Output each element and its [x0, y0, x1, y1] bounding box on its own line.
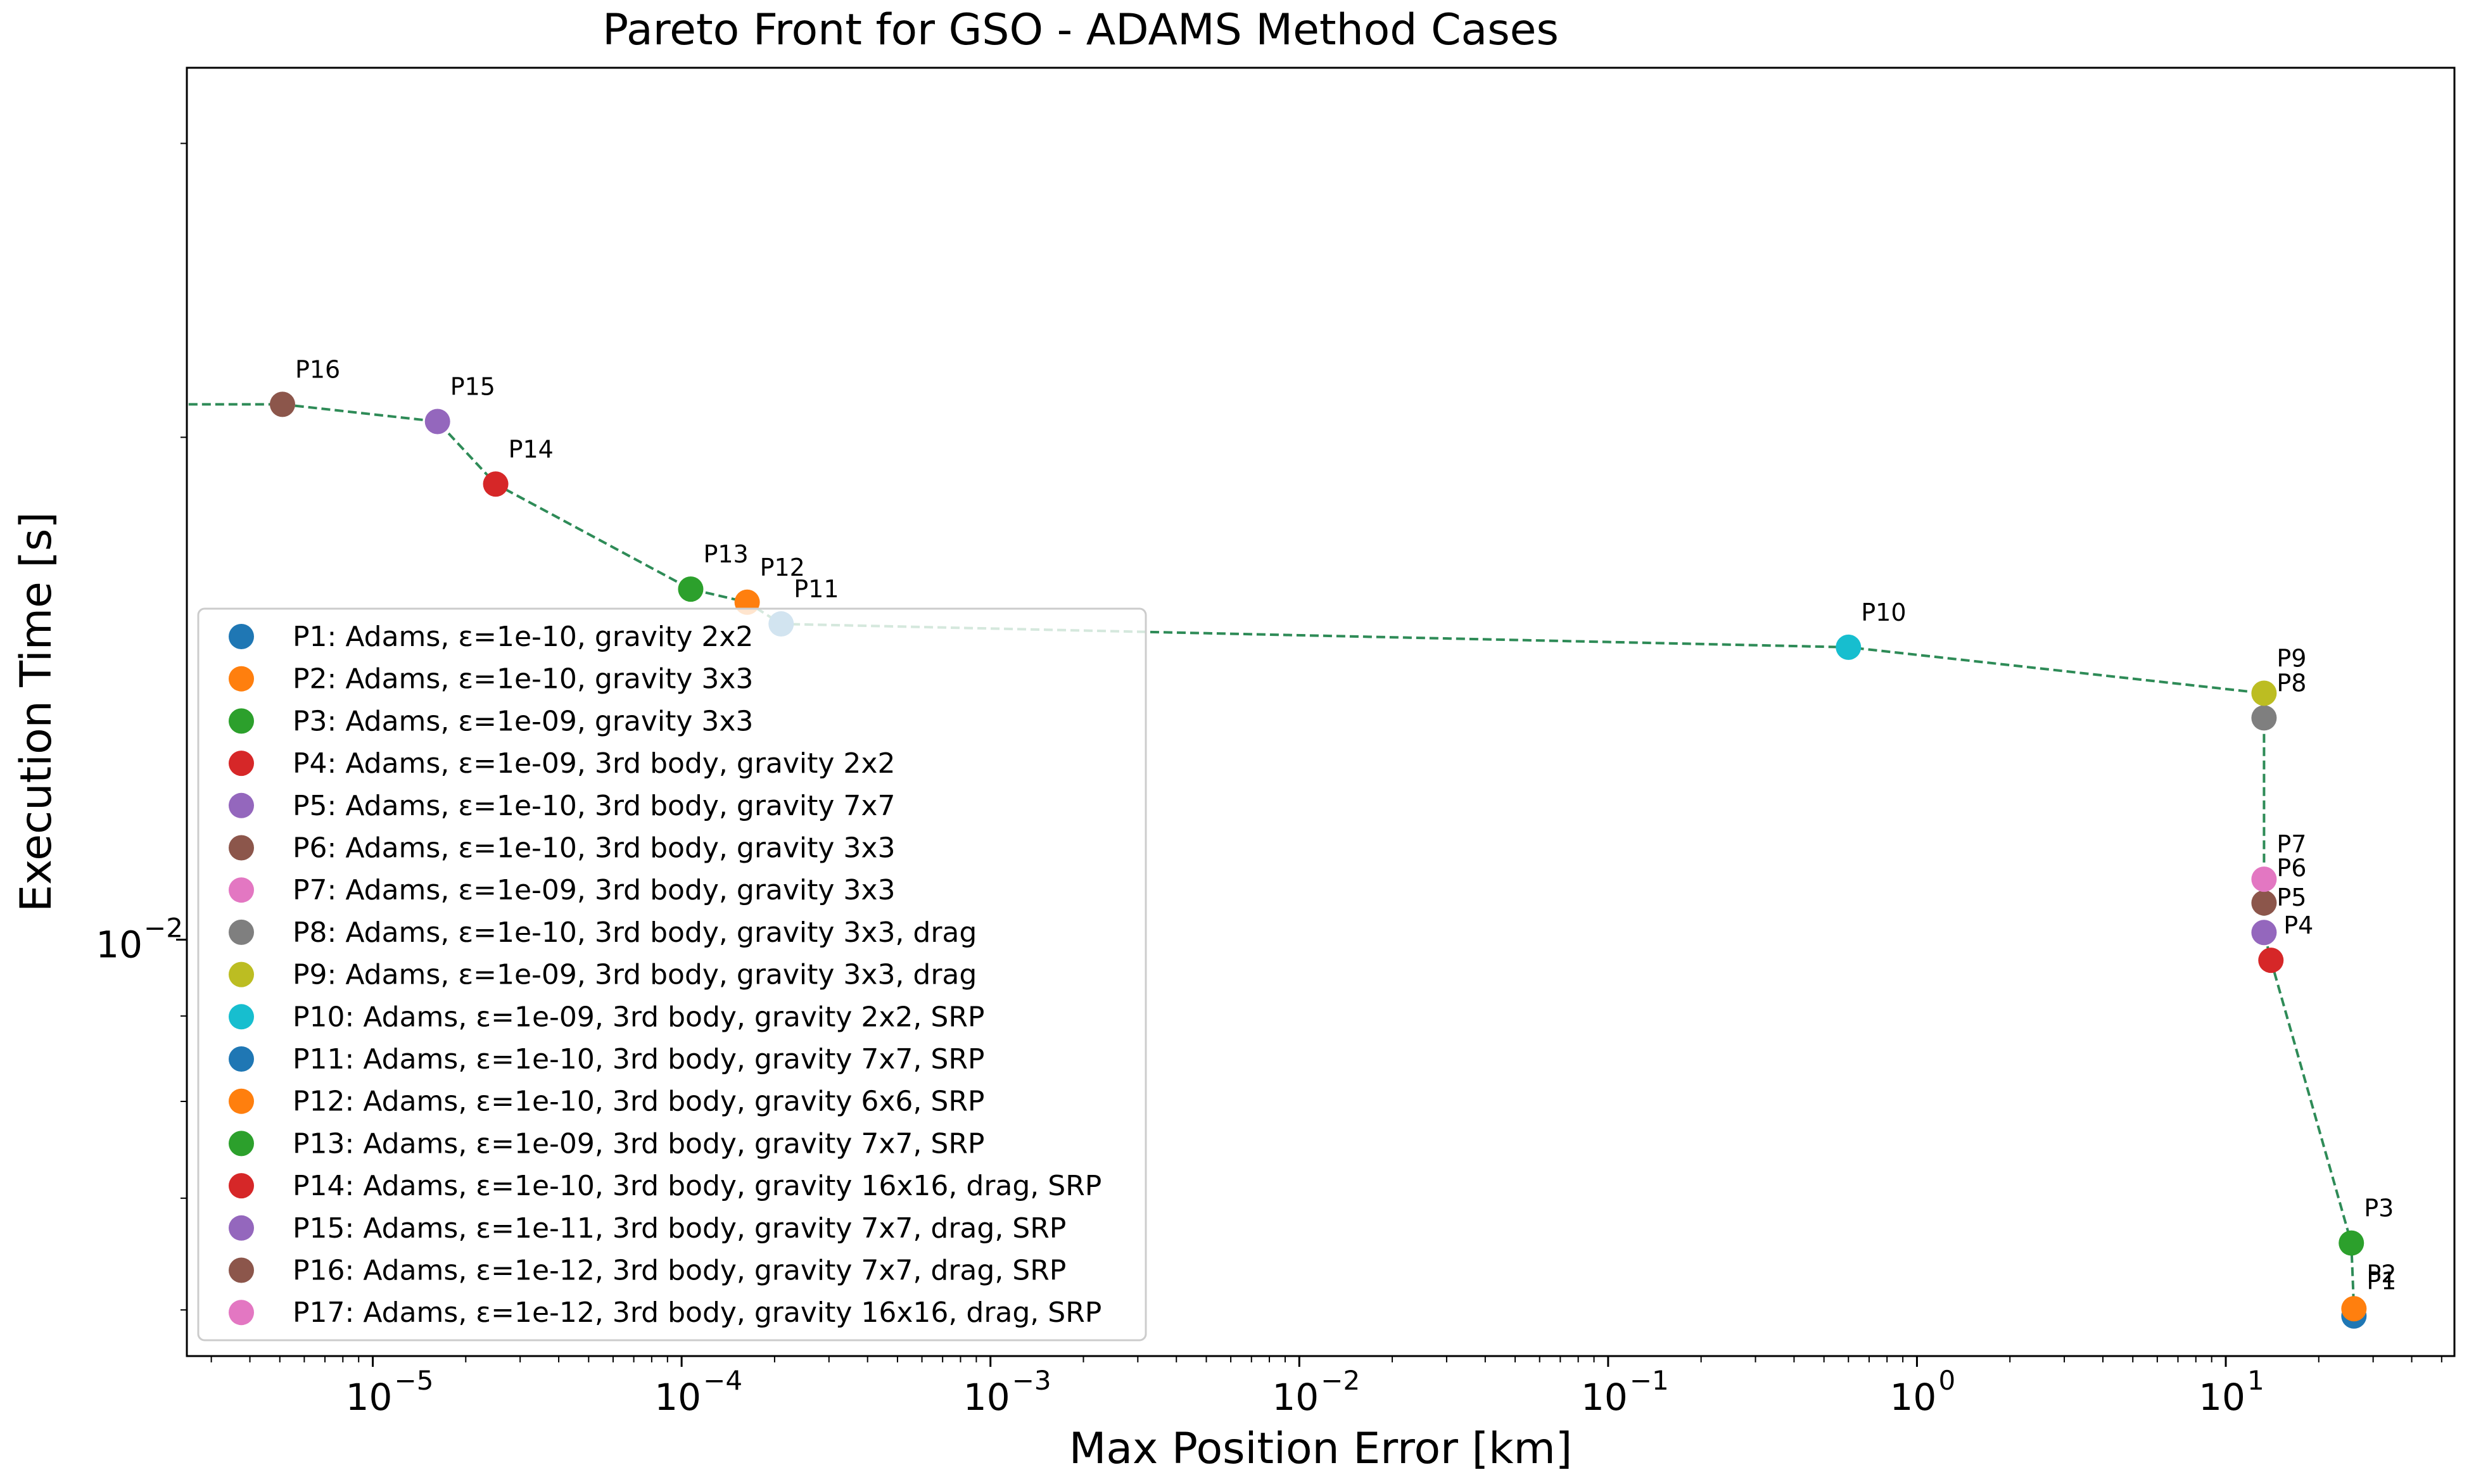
legend-entry: P17: Adams, ε=1e-12, 3rd body, gravity 1…	[293, 1297, 1101, 1329]
legend-marker	[229, 792, 254, 818]
legend-marker	[229, 1300, 254, 1326]
x-tick-exponent: −4	[703, 1365, 742, 1396]
point-label-p15: P15	[450, 373, 495, 401]
point-label-p11: P11	[794, 575, 839, 603]
legend-entry: P12: Adams, ε=1e-10, 3rd body, gravity 6…	[293, 1086, 984, 1118]
legend-entry: P3: Adams, ε=1e-09, gravity 3x3	[293, 705, 753, 737]
legend-entry: P2: Adams, ε=1e-10, gravity 3x3	[293, 663, 753, 695]
legend-marker	[229, 877, 254, 903]
point-label-p6: P6	[2276, 854, 2306, 882]
x-tick-exponent: 0	[1938, 1365, 1955, 1396]
x-tick-label: 10	[1581, 1376, 1628, 1419]
point-label-p1: P1	[2366, 1267, 2396, 1295]
point-p8	[2251, 705, 2277, 731]
legend-marker	[229, 708, 254, 734]
legend-entry: P7: Adams, ε=1e-09, 3rd body, gravity 3x…	[293, 874, 895, 906]
point-label-p10: P10	[1861, 599, 1906, 626]
point-label-p13: P13	[703, 540, 748, 568]
point-label-p8: P8	[2276, 669, 2306, 697]
legend-box	[197, 607, 1147, 1341]
legend-entry: P13: Adams, ε=1e-09, 3rd body, gravity 7…	[293, 1127, 984, 1160]
point-p4	[2258, 948, 2284, 973]
y-tick-exponent: −2	[144, 913, 183, 944]
x-tick-label: 10	[1890, 1376, 1937, 1419]
x-tick-exponent: −2	[1321, 1365, 1360, 1396]
x-tick-label: 10	[346, 1376, 393, 1419]
point-label-p3: P3	[2364, 1195, 2394, 1222]
front-line	[188, 403, 2356, 1316]
point-p7	[2251, 866, 2277, 892]
point-p9	[2251, 680, 2277, 706]
chart-title: Pareto Front for GSO - ADAMS Method Case…	[602, 5, 1559, 55]
legend-marker	[229, 1004, 254, 1030]
x-tick-exponent: −3	[1012, 1365, 1051, 1396]
point-label-p9: P9	[2276, 644, 2306, 672]
legend-marker	[229, 1046, 254, 1072]
plot-frame	[186, 67, 2456, 1357]
x-tick-label: 10	[654, 1376, 701, 1419]
point-p5	[2251, 920, 2277, 946]
point-label-p7: P7	[2276, 830, 2306, 858]
legend-marker	[229, 751, 254, 777]
point-p13	[678, 576, 704, 602]
point-label-p4: P4	[2283, 911, 2313, 939]
point-p3	[2339, 1230, 2364, 1256]
point-label-p2: P2	[2366, 1260, 2396, 1288]
legend-entry: P8: Adams, ε=1e-10, 3rd body, gravity 3x…	[293, 916, 977, 949]
legend-marker	[229, 1215, 254, 1241]
legend-entry: P9: Adams, ε=1e-09, 3rd body, gravity 3x…	[293, 959, 977, 991]
point-p16	[269, 391, 295, 417]
legend-entry: P5: Adams, ε=1e-10, 3rd body, gravity 7x…	[293, 790, 895, 822]
point-p10	[1836, 634, 1862, 660]
x-tick-exponent: −1	[1630, 1365, 1669, 1396]
legend-entry: P16: Adams, ε=1e-12, 3rd body, gravity 7…	[293, 1255, 1066, 1287]
axis-ticks: 10 −5 10 −4 10 −3 10 −2 10 −1 10 0 10 110 −2	[96, 143, 2442, 1419]
legend-marker	[229, 919, 254, 945]
y-axis-label: Execution Time [s]	[11, 512, 61, 912]
legend-entry: P15: Adams, ε=1e-11, 3rd body, gravity 7…	[293, 1212, 1066, 1245]
point-p6	[2251, 890, 2277, 916]
legend-entry: P1: Adams, ε=1e-10, gravity 2x2	[293, 621, 753, 653]
point-p15	[424, 409, 450, 434]
legend-entry: P11: Adams, ε=1e-10, 3rd body, gravity 7…	[293, 1043, 984, 1075]
legend-marker	[229, 835, 254, 861]
x-tick-label: 10	[1272, 1376, 1319, 1419]
legend-entry: P6: Adams, ε=1e-10, 3rd body, gravity 3x…	[293, 832, 895, 865]
legend-entry: P4: Adams, ε=1e-09, 3rd body, gravity 2x…	[293, 747, 895, 780]
point-p2	[2341, 1296, 2367, 1322]
legend-marker	[229, 1173, 254, 1199]
pareto-front-line	[188, 403, 2356, 1316]
legend-marker	[229, 1257, 254, 1283]
x-axis-label: Max Position Error [km]	[1069, 1424, 1573, 1474]
legend-marker	[229, 1088, 254, 1114]
legend-marker	[229, 961, 254, 987]
point-p14	[483, 471, 509, 497]
x-tick-label: 10	[963, 1376, 1010, 1419]
point-label-p16: P16	[295, 355, 340, 383]
point-label-p12: P12	[760, 554, 805, 581]
legend: P1: Adams, ε=1e-10, gravity 2x2 P2: Adams…	[197, 607, 1147, 1341]
legend-marker	[229, 666, 254, 692]
legend-entry: P14: Adams, ε=1e-10, 3rd body, gravity 1…	[293, 1170, 1101, 1202]
legend-marker	[229, 624, 254, 649]
x-tick-exponent: −5	[395, 1365, 434, 1396]
point-label-p14: P14	[509, 435, 554, 463]
legend-entry: P10: Adams, ε=1e-09, 3rd body, gravity 2…	[293, 1001, 984, 1033]
legend-marker	[229, 1131, 254, 1157]
x-tick-label: 10	[2199, 1376, 2245, 1419]
y-tick-label: 10	[96, 923, 143, 967]
point-label-p5: P5	[2276, 884, 2306, 911]
x-tick-exponent: 1	[2247, 1365, 2264, 1396]
